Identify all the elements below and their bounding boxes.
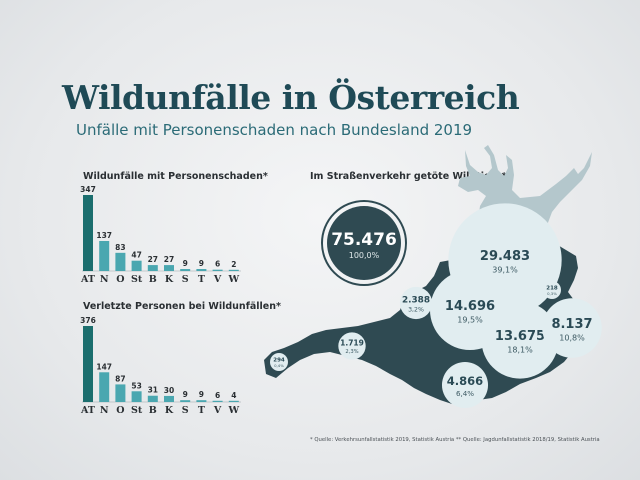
bar-category-label: N xyxy=(100,405,109,416)
bubble-region xyxy=(338,332,366,360)
bar-category-label: O xyxy=(116,274,124,285)
bar-o xyxy=(115,384,126,402)
total-value: 75.476 xyxy=(331,230,397,250)
bar-t xyxy=(196,269,207,271)
bar-w xyxy=(228,269,239,271)
total-bubble-ring xyxy=(321,200,407,286)
bar-value-label: 83 xyxy=(115,243,125,252)
total-share: 100,0% xyxy=(349,251,380,260)
bar-n xyxy=(99,240,110,271)
bar-category-label: St xyxy=(131,274,143,285)
bar-category-label: S xyxy=(182,405,189,416)
bar-b xyxy=(147,395,158,402)
bubble-value: 29.483 xyxy=(480,249,530,264)
bar-value-label: 9 xyxy=(183,390,188,399)
bubble-share: 6,4% xyxy=(456,389,474,398)
bubble-share: 10,8% xyxy=(559,333,585,342)
bubble-value: 14.696 xyxy=(445,299,495,314)
bar-category-label: B xyxy=(149,274,157,285)
bar-category-label: O xyxy=(116,405,124,416)
bar-t xyxy=(196,400,207,402)
bar-value-label: 87 xyxy=(115,374,125,383)
bar-category-label: T xyxy=(198,405,205,416)
bar-value-label: 53 xyxy=(131,381,141,390)
bubble-region xyxy=(542,298,602,358)
bar-category-label: K xyxy=(165,274,174,285)
bar-value-label: 376 xyxy=(80,316,96,325)
bar-at xyxy=(83,195,93,271)
bar-value-label: 30 xyxy=(164,386,174,395)
bar-category-label: AT xyxy=(80,405,95,416)
bubble-value: 4.866 xyxy=(447,374,483,388)
bar-v xyxy=(212,400,223,402)
bar-at xyxy=(83,326,93,402)
bar-value-label: 9 xyxy=(199,390,204,399)
bubble-region xyxy=(481,301,559,379)
bubble-region xyxy=(270,353,288,371)
bubble-value: 294 xyxy=(273,358,285,364)
bar-s xyxy=(180,269,191,271)
page-title: Wildunfälle in Österreich xyxy=(62,78,520,117)
bar-value-label: 147 xyxy=(96,362,112,371)
bar-value-label: 4 xyxy=(231,391,236,400)
chart-accidents-title: Wildunfälle mit Personenschaden* xyxy=(83,171,268,182)
bar-o xyxy=(115,252,126,271)
bar-value-label: 347 xyxy=(80,185,96,194)
bar-category-label: St xyxy=(131,405,143,416)
bar-category-label: T xyxy=(198,274,205,285)
chart-injured-title: Verletzte Personen bei Wildunfällen* xyxy=(83,301,281,312)
bubble-share: 3,2% xyxy=(408,306,424,313)
bubble-value: 13.675 xyxy=(495,329,545,344)
bar-value-label: 9 xyxy=(199,259,204,268)
bar-value-label: 6 xyxy=(215,260,220,269)
bar-n xyxy=(99,372,110,402)
bubble-share: 39,1% xyxy=(492,265,518,274)
bar-value-label: 27 xyxy=(148,255,158,264)
bubble-region xyxy=(399,286,433,320)
bubble-value: 1.719 xyxy=(340,339,364,348)
bar-w xyxy=(228,400,239,402)
bar-category-label: N xyxy=(100,274,109,285)
bar-value-label: 47 xyxy=(131,251,141,260)
bubble-value: 2.388 xyxy=(402,296,430,306)
bar-value-label: 137 xyxy=(96,231,112,240)
bar-value-label: 9 xyxy=(183,259,188,268)
bar-category-label: K xyxy=(165,405,174,416)
bar-category-label: W xyxy=(227,274,239,285)
bar-k xyxy=(164,265,174,271)
bar-category-label: W xyxy=(227,405,239,416)
bar-value-label: 2 xyxy=(231,260,236,269)
bar-category-label: AT xyxy=(80,274,95,285)
total-bubble xyxy=(327,206,401,280)
source-footnote: * Quelle: Verkehrsunfallstatistik 2019, … xyxy=(310,437,600,443)
map-title: Im Straßenverkehr getöte Wildtiere** xyxy=(310,171,512,182)
bubble-region xyxy=(543,281,561,299)
bar-s xyxy=(180,400,191,402)
bar-charts: 347AT137N83O47St27B27K9S9T6V2W376AT147N8… xyxy=(80,185,241,416)
bar-category-label: B xyxy=(149,405,157,416)
bubble-value: 218 xyxy=(546,286,558,292)
bar-category-label: V xyxy=(213,405,222,416)
bubble-map: 29.48339,1%14.69619,5%13.67518,1%8.13710… xyxy=(270,200,602,409)
bar-value-label: 27 xyxy=(164,255,174,264)
bar-v xyxy=(212,269,223,271)
bar-k xyxy=(164,395,174,402)
bubble-share: 0,4% xyxy=(274,363,284,368)
bar-b xyxy=(147,265,158,271)
bubble-share: 2,3% xyxy=(345,349,358,355)
bar-category-label: V xyxy=(213,274,222,285)
bar-st xyxy=(131,391,142,402)
bar-st xyxy=(131,260,142,271)
bar-value-label: 6 xyxy=(215,391,220,400)
bar-category-label: S xyxy=(182,274,189,285)
bubble-region xyxy=(441,361,489,409)
bubble-share: 0,3% xyxy=(547,291,557,296)
bar-value-label: 31 xyxy=(148,386,158,395)
bubble-share: 18,1% xyxy=(507,345,533,354)
bubble-value: 8.137 xyxy=(551,317,592,332)
bubble-share: 19,5% xyxy=(457,315,483,324)
page-subtitle: Unfälle mit Personenschaden nach Bundesl… xyxy=(76,121,473,139)
